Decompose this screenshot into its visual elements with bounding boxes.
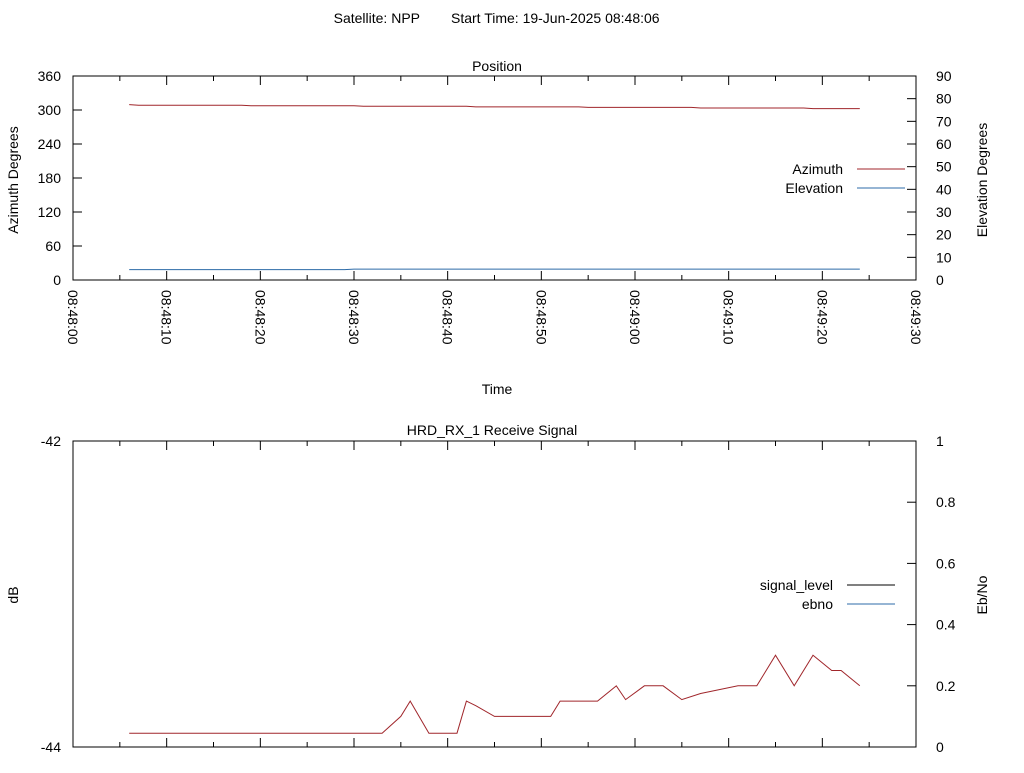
c2-y2-tick-label: 0 [936, 739, 944, 755]
series-ebno-line [129, 654, 861, 734]
position-legend: Azimuth Elevation [785, 161, 905, 196]
position-x-axis-label: Time [482, 381, 513, 397]
legend-elevation-label: Elevation [785, 180, 843, 196]
c1-y2-tick-label: 90 [936, 68, 952, 84]
position-x-tick-label: 08:49:10 [721, 290, 737, 345]
signal-x-ticks [72, 441, 917, 747]
legend-signal-level-label: signal_level [760, 577, 833, 593]
position-x-tick-label: 08:49:30 [908, 290, 924, 345]
signal-y2-axis-label: Eb/No [974, 575, 990, 614]
series-azimuth-line [129, 104, 860, 110]
c1-y-tick-label: 180 [38, 170, 62, 186]
c1-y2-tick-label: 20 [936, 227, 952, 243]
c2-y2-tick-label: 0.2 [936, 678, 956, 694]
position-chart-title: Position [472, 58, 522, 74]
c2-y2-tick-label: 0.4 [936, 617, 956, 633]
c2-y-tick-label: -44 [41, 739, 61, 755]
position-x-ticks: 08:48:00 08:48:10 08:48:20 08:48:30 08:48:40… [65, 76, 924, 345]
position-chart: Position Azimuth Degrees Elevation Degre… [5, 58, 990, 397]
c1-y2-tick-label: 50 [936, 159, 952, 175]
c2-y2-tick-label: 1 [936, 433, 944, 449]
c1-y2-tick-label: 0 [936, 272, 944, 288]
c1-y-tick-label: 0 [53, 272, 61, 288]
position-x-tick-label: 08:48:00 [65, 290, 81, 345]
position-x-tick-label: 08:48:50 [533, 290, 549, 345]
c1-y-tick-label: 240 [38, 136, 62, 152]
c1-y2-tick-label: 30 [936, 204, 952, 220]
satellite-label: Satellite: NPP [334, 10, 420, 26]
position-x-tick-label: 08:48:40 [440, 290, 456, 345]
signal-plot-frame [72, 440, 917, 748]
signal-y-axis-label: dB [5, 586, 21, 603]
position-y2-ticks: 0 10 20 30 40 50 60 70 80 90 [907, 68, 952, 288]
position-y2-axis-label: Elevation Degrees [974, 123, 990, 237]
signal-chart-title: HRD_RX_1 Receive Signal [407, 422, 577, 438]
start-time-label: Start Time: 19-Jun-2025 08:48:06 [451, 10, 660, 26]
signal-y2-ticks: 0 0.2 0.4 0.6 0.8 1 [907, 433, 956, 755]
position-x-tick-label: 08:49:00 [627, 290, 643, 345]
c1-y-tick-label: 300 [38, 102, 62, 118]
c1-y2-tick-label: 80 [936, 91, 952, 107]
c1-y-tick-label: 120 [38, 204, 62, 220]
series-elevation-line [129, 268, 860, 271]
position-series [129, 104, 860, 271]
legend-ebno-label: ebno [802, 596, 833, 612]
c2-y-tick-label: -42 [41, 433, 61, 449]
position-y-axis-label: Azimuth Degrees [5, 126, 21, 233]
c1-y2-tick-label: 70 [936, 113, 952, 129]
position-x-tick-label: 08:48:30 [346, 290, 362, 345]
signal-y-ticks: -44 -42 [41, 433, 82, 755]
c1-y-tick-label: 360 [38, 68, 62, 84]
c1-y2-tick-label: 60 [936, 136, 952, 152]
signal-series [129, 654, 861, 734]
c1-y2-tick-label: 10 [936, 249, 952, 265]
c2-y2-tick-label: 0.6 [936, 555, 956, 571]
position-x-tick-label: 08:48:10 [159, 290, 175, 345]
c2-y2-tick-label: 0.8 [936, 494, 956, 510]
receive-signal-chart: HRD_RX_1 Receive Signal dB Eb/No -44-42 … [5, 422, 990, 755]
signal-legend: signal_level ebno [760, 577, 895, 612]
c1-y2-tick-label: 40 [936, 181, 952, 197]
position-y-ticks: 0 60 120 180 240 300 360 [38, 68, 82, 288]
position-x-tick-label: 08:49:20 [814, 290, 830, 345]
position-x-tick-label: 08:48:20 [252, 290, 268, 345]
legend-azimuth-label: Azimuth [792, 161, 843, 177]
c1-y-tick-label: 60 [45, 238, 61, 254]
